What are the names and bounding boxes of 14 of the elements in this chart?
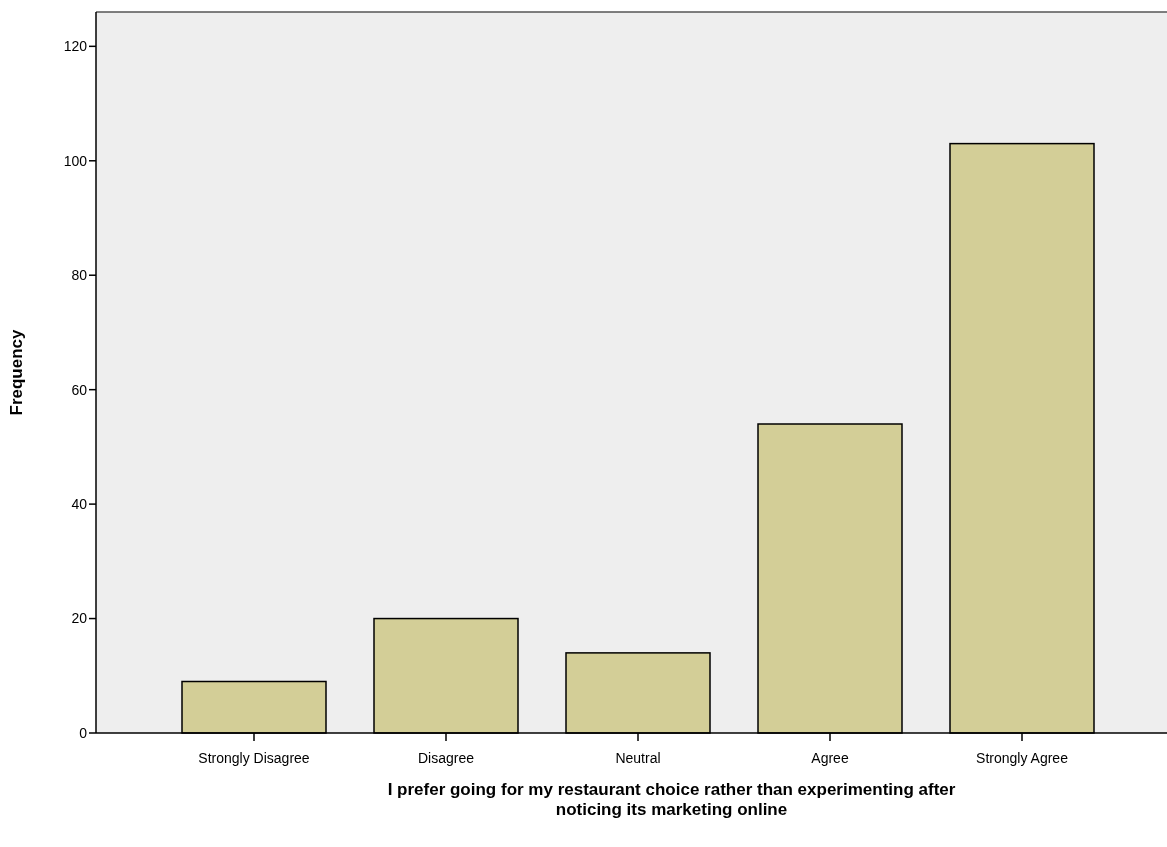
x-tick-label: Agree bbox=[811, 750, 849, 766]
y-tick-label: 40 bbox=[71, 496, 88, 513]
x-tick-label: Strongly Agree bbox=[976, 750, 1069, 766]
x-axis-title: I prefer going for my restaurant choice rather than experimenting after noticing its marketing online bbox=[387, 780, 956, 819]
y-tick-label: 80 bbox=[71, 267, 88, 284]
y-tick-label: 120 bbox=[63, 38, 88, 55]
y-tick-label: 0 bbox=[79, 724, 88, 741]
x-tick-label: Disagree bbox=[417, 750, 475, 766]
x-tick-label: Strongly Disagree bbox=[198, 750, 310, 766]
x-tick-label: Neutral bbox=[615, 750, 661, 766]
y-tick-label: 20 bbox=[71, 610, 88, 627]
y-axis-title: Frequency bbox=[7, 328, 26, 416]
y-tick-label: 100 bbox=[63, 152, 88, 169]
y-tick-label: 60 bbox=[71, 381, 88, 398]
